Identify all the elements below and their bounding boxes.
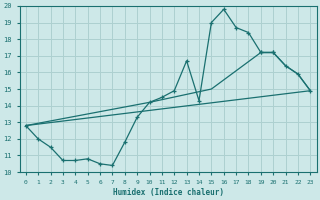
- X-axis label: Humidex (Indice chaleur): Humidex (Indice chaleur): [113, 188, 224, 197]
